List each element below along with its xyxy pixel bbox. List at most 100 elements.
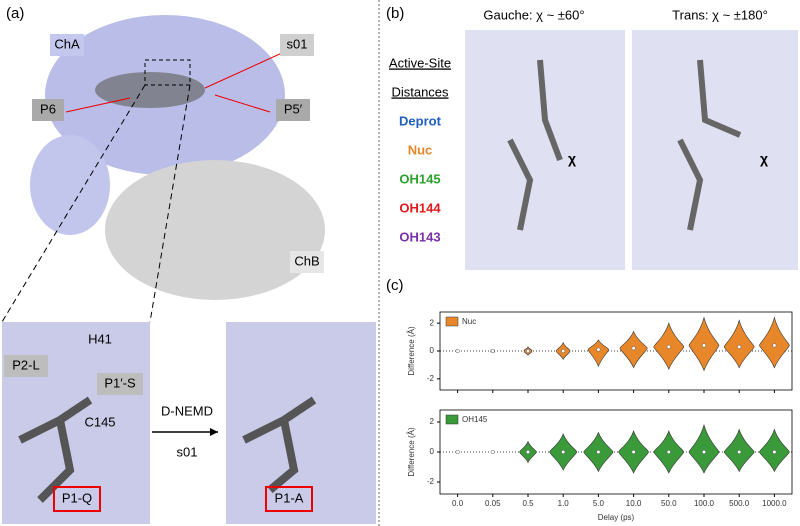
- highlight-box: [265, 486, 313, 512]
- median: [596, 347, 601, 352]
- y-tick-label: 2: [430, 417, 435, 426]
- median: [702, 450, 707, 455]
- median: [596, 450, 601, 455]
- median: [666, 450, 671, 455]
- legend-entry: Nuc: [462, 317, 476, 326]
- median: [737, 344, 742, 349]
- label-box: [50, 34, 84, 56]
- legend-entry: OH145: [399, 171, 440, 186]
- label-box: [32, 99, 64, 121]
- label: P6: [40, 101, 56, 116]
- protein-render: [1, 15, 325, 323]
- label-box: [280, 34, 314, 56]
- median: [490, 450, 495, 455]
- highlight-box: [53, 486, 101, 512]
- legend-entry: OH144: [399, 200, 441, 215]
- x-tick-label: 10.0: [626, 499, 642, 508]
- y-tick-label: -2: [427, 374, 435, 383]
- label: C145: [84, 414, 115, 429]
- violin: [688, 423, 720, 474]
- x-tick-label: 0.05: [485, 499, 501, 508]
- median: [526, 450, 531, 455]
- legend-entry: Nuc: [408, 142, 433, 157]
- x-tick-label: 1000.0: [762, 499, 787, 508]
- inset-right: [226, 322, 376, 524]
- peptide: [95, 72, 205, 108]
- pointer: [204, 47, 294, 89]
- chain-b-surface: [105, 160, 325, 300]
- label-box: [4, 355, 48, 377]
- y-tick-label: 2: [430, 318, 435, 327]
- label: H41: [88, 331, 112, 346]
- median: [455, 450, 460, 455]
- label: s01: [177, 444, 198, 459]
- x-tick-label: 100.0: [694, 499, 715, 508]
- legend-title: Active-Site: [389, 55, 451, 70]
- x-tick-label: 0.5: [522, 499, 534, 508]
- x-tick-label: 1.0: [558, 499, 570, 508]
- legend-entry: OH145: [462, 415, 488, 424]
- legend-entry: Deprot: [399, 113, 442, 128]
- y-axis-label: Difference (Å): [407, 326, 416, 376]
- x-axis-label: Delay (ps): [598, 513, 635, 522]
- median: [561, 349, 566, 354]
- trans-render: [632, 30, 798, 270]
- gauche-render: [465, 30, 625, 270]
- median: [490, 349, 495, 354]
- zoom-box: [144, 59, 191, 86]
- stick-model: [242, 396, 317, 494]
- median: [455, 349, 460, 354]
- x-tick-label: 5.0: [593, 499, 605, 508]
- violin: [759, 316, 790, 369]
- panel-label: (a): [6, 5, 24, 22]
- panel-label: (b): [386, 5, 404, 22]
- label-box: [290, 251, 324, 273]
- median: [702, 343, 707, 348]
- label: P5′: [284, 101, 303, 116]
- median: [526, 349, 531, 354]
- label: ChA: [54, 36, 80, 51]
- x-tick-label: 500.0: [729, 499, 750, 508]
- panel-title: Trans: χ ~ ±180°: [672, 7, 768, 22]
- panel-b-renders: [465, 30, 798, 270]
- label: P1′-S: [104, 375, 136, 390]
- violin: [587, 339, 609, 368]
- chi-label: χ: [760, 151, 768, 167]
- y-tick-label: 0: [430, 346, 435, 355]
- label: P1-Q: [62, 490, 92, 505]
- violin: [723, 319, 755, 369]
- arrow-head: [210, 428, 218, 436]
- median: [772, 343, 777, 348]
- stick-model: [677, 59, 742, 231]
- label: P2-L: [12, 357, 39, 372]
- median: [631, 450, 636, 455]
- legend-title: Distances: [391, 84, 449, 99]
- x-tick-label: 0.0: [452, 499, 464, 508]
- legend-swatch: [445, 316, 459, 327]
- x-tick-label: 50.0: [661, 499, 677, 508]
- label-box: [97, 373, 143, 395]
- y-axis-label: Difference (Å): [407, 427, 416, 477]
- y-tick-label: -2: [427, 477, 435, 486]
- y-tick-label: 0: [430, 447, 435, 456]
- stick-model: [507, 59, 563, 231]
- pointer: [214, 94, 271, 113]
- median: [631, 346, 636, 351]
- median: [772, 450, 777, 455]
- median: [561, 450, 566, 455]
- insets: [2, 322, 376, 524]
- stick-model: [18, 396, 93, 503]
- median: [666, 344, 671, 349]
- label: P1-A: [275, 490, 304, 505]
- zoom-line: [1, 84, 146, 323]
- label-box: [276, 99, 310, 121]
- median: [737, 450, 742, 455]
- pointer: [65, 97, 131, 113]
- panel-title: Gauche: χ ~ ±60°: [483, 7, 584, 22]
- chain-a-helix: [30, 135, 110, 235]
- panel-label: (c): [386, 277, 404, 294]
- legend-swatch: [445, 414, 459, 425]
- legend-entry: OH143: [399, 229, 440, 244]
- chi-label: χ: [568, 151, 576, 167]
- label: D-NEMD: [161, 403, 213, 418]
